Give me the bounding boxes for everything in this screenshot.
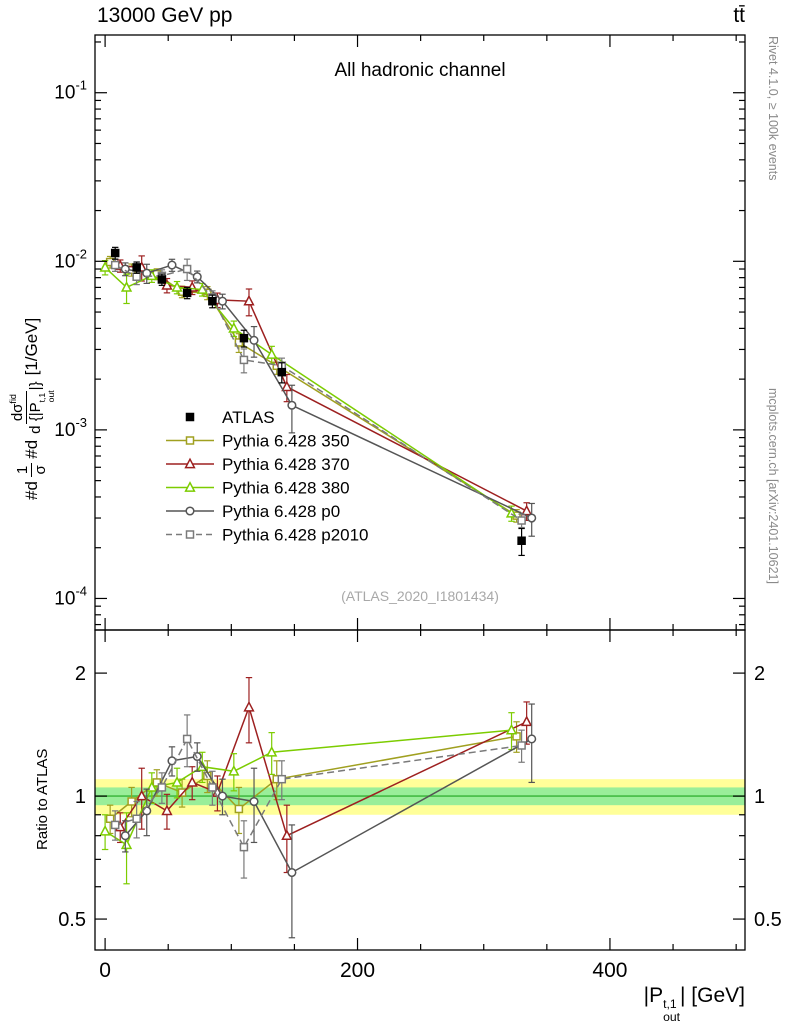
x-tick-label: 400 [592, 959, 627, 982]
series-ratio-pythia-6-428-p2010 [110, 714, 526, 879]
ylabel-units: [1/GeV] [21, 317, 41, 376]
ratio-panel-frame [94, 629, 746, 951]
legend: ATLAS Pythia 6.428 350 Pythia 6.428 370 Pyt… [166, 408, 369, 545]
legend-item-atlas: ATLAS [185, 408, 275, 427]
legend-item-pythia-6-428-370: Pythia 6.428 370 [166, 455, 350, 474]
analysis-watermark: (ATLAS_2020_I1801434) [341, 588, 499, 604]
legend-label: Pythia 6.428 380 [222, 479, 350, 498]
series-ratio-pythia-6-428-350 [105, 721, 521, 835]
mcplots-note: mcplots.cern.ch [arXiv:2401.10621] [766, 388, 780, 584]
legend-label: Pythia 6.428 350 [222, 432, 350, 451]
x-tick-label: 200 [340, 959, 375, 982]
legend-label: Pythia 6.428 p0 [222, 502, 340, 521]
main-y-axis-label: #d 1 σ #d dσfid d {|P t,1 out |} [1/GeV] [8, 318, 56, 500]
series-main-pythia-6-428-p0 [120, 258, 537, 537]
rivet-version-note: Rivet 4.1.0, ≥ 100k events [766, 36, 780, 181]
ratio-y-tick-label-right: 2 [754, 663, 765, 685]
ratio-y-tick-label-right: 0.5 [754, 909, 782, 931]
process-title: tt̄ [733, 4, 745, 27]
ratio-y-tick-label-right: 1 [754, 786, 765, 808]
main-y-tick-label: 10-4 [54, 583, 87, 609]
legend-label: Pythia 6.428 370 [222, 455, 350, 474]
ylabel-fraction-2: dσfid d {|P t,1 out |} [8, 381, 56, 434]
series-main-atlas [110, 246, 526, 557]
legend-item-pythia-6-428-p0: Pythia 6.428 p0 [166, 502, 340, 521]
series-ratio-pythia-6-428-370 [114, 676, 533, 874]
x-tick-label: 0 [99, 959, 111, 982]
legend-label: ATLAS [222, 408, 275, 427]
legend-item-pythia-6-428-380: Pythia 6.428 380 [166, 479, 350, 498]
main-y-tick-label: 10-3 [54, 415, 87, 441]
main-panel-series [99, 246, 537, 557]
legend-item-pythia-6-428-p2010: Pythia 6.428 p2010 [166, 526, 369, 545]
legend-item-pythia-6-428-350: Pythia 6.428 350 [166, 432, 350, 451]
main-y-tick-label: 10-2 [54, 246, 87, 272]
ylabel-fraction-1: 1 σ [14, 462, 50, 478]
x-axis-label: |P t,1 out | [GeV] [643, 984, 745, 1024]
legend-label: Pythia 6.428 p2010 [222, 526, 369, 545]
ratio-y-tick-label-left: 1 [75, 786, 86, 808]
ylabel-token-2: #d [21, 439, 41, 459]
ratio-panel-series [99, 676, 537, 939]
ratio-y-axis-label: Ratio to ATLAS [34, 748, 51, 850]
series-main-pythia-6-428-380 [99, 260, 518, 522]
main-y-tick-label: 10-1 [54, 78, 87, 104]
ratio-y-tick-label-left: 2 [75, 663, 86, 685]
channel-label: All hadronic channel [334, 60, 506, 81]
main-panel-frame [94, 34, 746, 631]
beam-energy-title: 13000 GeV pp [97, 4, 233, 27]
ylabel-token-1: #d [21, 481, 41, 500]
ratio-y-tick-label-left: 0.5 [58, 909, 86, 931]
